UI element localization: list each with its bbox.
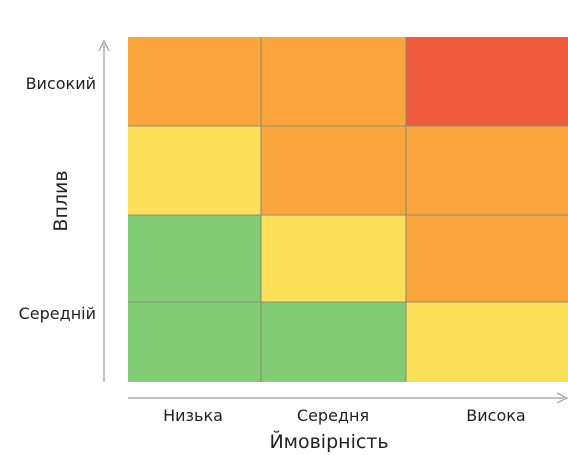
x-axis-title: Ймовірність: [269, 430, 388, 453]
x-axis-arrow-icon: [556, 392, 568, 404]
heatmap-cell-r3-c2: [406, 302, 568, 382]
heatmap-cells: [128, 37, 568, 382]
y-tick-label-high: Високий: [26, 74, 96, 93]
grid-lines: [128, 37, 568, 382]
heatmap-cell-r2-c1: [261, 215, 406, 302]
heatmap-cell-r3-c1: [261, 302, 406, 382]
y-axis-arrow-icon: [98, 39, 110, 52]
heatmap-cell-r0-c0: [128, 37, 261, 126]
x-tick-label-low: Низька: [163, 406, 223, 425]
heatmap-cell-r1-c2: [406, 126, 568, 215]
heatmap-cell-r1-c0: [128, 126, 261, 215]
heatmap-cell-r2-c0: [128, 215, 261, 302]
heatmap-cell-r1-c1: [261, 126, 406, 215]
heatmap-cell-r0-c1: [261, 37, 406, 126]
y-tick-label-medium: Середній: [19, 304, 96, 323]
x-tick-label-medium: Середня: [297, 406, 369, 425]
y-axis-title: Вплив: [50, 170, 72, 231]
heatmap-cell-r0-c2: [406, 37, 568, 126]
x-tick-label-high: Висока: [466, 406, 525, 425]
heatmap-cell-r3-c0: [128, 302, 261, 382]
heatmap-cell-r2-c2: [406, 215, 568, 302]
